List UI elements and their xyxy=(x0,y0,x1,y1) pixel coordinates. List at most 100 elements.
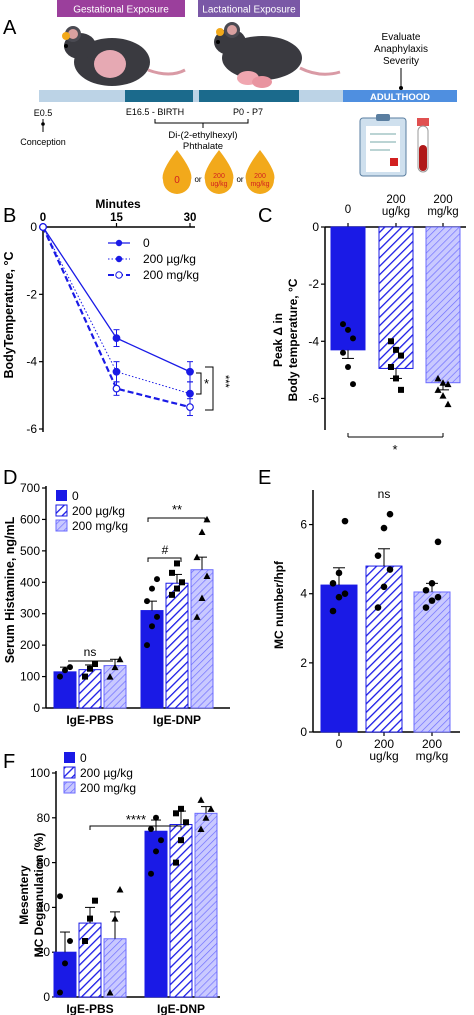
panel-e-point-1-3 xyxy=(374,552,382,559)
panel-e-point-1-1 xyxy=(380,583,388,591)
panel-e-point-0-2 xyxy=(341,590,349,598)
panel-d-point-1-1-2 xyxy=(179,579,185,586)
panel-e-point-0-4 xyxy=(335,569,343,577)
e165-label: E16.5 - BIRTH xyxy=(126,107,184,117)
p0p7-label: P0 - P7 xyxy=(233,107,263,117)
panel-f-y-tick-label-5: 100 xyxy=(30,766,50,780)
panel-d-point-1-1-1 xyxy=(174,585,180,592)
panel-f-bar-1-0 xyxy=(78,922,102,998)
panel-f-point-1-1-0 xyxy=(173,859,179,866)
panel-f-letter: F xyxy=(3,751,15,773)
panel-f-point-2-1-2 xyxy=(207,805,215,812)
panel-d-point-2-0-2 xyxy=(116,655,124,663)
panel-e-point-1-2 xyxy=(386,566,394,573)
panel-d-y-tick-label-2: 200 xyxy=(20,638,40,652)
panel-b-letter: B xyxy=(3,205,16,227)
panel-d-point-0-0-2 xyxy=(67,664,73,671)
phthalate-line-1: Di-(2-ethylhexyl) xyxy=(168,130,237,141)
panel-b-sig-2: *** xyxy=(219,375,231,389)
panel-c-sig: * xyxy=(392,442,397,457)
panel-e-point-2-2 xyxy=(434,593,442,601)
panel-d-y-tick-label-7: 700 xyxy=(20,481,40,495)
panel-f-point-1-1-3 xyxy=(173,810,179,817)
panel-f-sig: **** xyxy=(126,812,146,827)
panel-d-point-2-0-0 xyxy=(106,673,114,680)
e05-label: E0.5 xyxy=(34,108,53,118)
panel-e-x-tick-label-1-1: ug/kg xyxy=(369,749,398,763)
panel-b-y-tick-label-2: -4 xyxy=(26,355,37,369)
panel-f-bar-0-1 xyxy=(144,830,168,998)
panel-f-point-1-0-0 xyxy=(82,938,88,944)
panel-f-y-tick-label-3: 60 xyxy=(37,856,51,870)
svg-text:200: 200 xyxy=(213,173,225,180)
panel-e-point-0-1 xyxy=(335,593,343,601)
panel-b-series-0 xyxy=(42,226,191,373)
panel-c-ylabel-1: Peak Δ in xyxy=(271,313,285,367)
panel-b-point-2-1 xyxy=(112,384,121,393)
panel-f-y-tick-label-4: 80 xyxy=(37,811,51,825)
panel-c-point-0-4 xyxy=(345,364,351,370)
panel-d-y-tick-label-1: 100 xyxy=(20,670,40,684)
nursing-mouse-icon xyxy=(214,22,341,88)
panel-b-x-tick-label-1: 15 xyxy=(110,212,123,224)
svg-text:0: 0 xyxy=(174,175,180,186)
svg-text:mg/kg: mg/kg xyxy=(250,181,269,188)
panel-b-xlabel: Minutes xyxy=(95,197,141,211)
panel-e-bar-0 xyxy=(320,584,358,733)
panel-b-sig-1: * xyxy=(204,376,209,391)
panel-b-ylabel: BodyTemperature, °C xyxy=(2,251,16,378)
panel-d-point-2-1-2 xyxy=(203,572,211,579)
panel-f-y-tick-label-0: 0 xyxy=(43,990,50,1004)
panel-f-point-2-0-0 xyxy=(106,989,114,996)
panel-d-point-1-0-1 xyxy=(87,665,93,672)
panel-e-point-0-3 xyxy=(329,580,337,587)
panel-d-y-tick-label-4: 400 xyxy=(20,575,40,589)
panel-d-y-tick-label-6: 600 xyxy=(20,512,40,526)
panel-c-point-2-2 xyxy=(444,380,452,388)
panel-d-point-2-1-0 xyxy=(193,613,201,620)
panel-d-point-2-1-1 xyxy=(198,594,206,601)
panel-e-bar-1 xyxy=(365,565,403,733)
panel-e-x-tick-label-2-0: 200 xyxy=(422,737,442,751)
panel-f-point-0-1-0 xyxy=(148,870,154,877)
svg-text:0: 0 xyxy=(72,489,79,503)
panel-e-bar-2 xyxy=(413,591,451,733)
panel-c-y-tick-label-3: -6 xyxy=(308,391,319,405)
svg-text:200 mg/kg: 200 mg/kg xyxy=(72,519,128,533)
panel-c-point-0-5 xyxy=(350,381,356,388)
svg-text:200 mg/kg: 200 mg/kg xyxy=(80,781,136,795)
panel-e-x-tick-label-0-0: 0 xyxy=(336,737,343,751)
panel-f-group-label-1: IgE-DNP xyxy=(157,1002,205,1015)
panel-c-x-tick-label-1-0: 200 xyxy=(386,194,405,206)
panel-f-ylabel-2: MC Degranulation (%) xyxy=(32,833,46,958)
panel-d-point-1-1-4 xyxy=(174,560,180,567)
svg-text:or: or xyxy=(236,175,243,184)
panel-e-point-2-5 xyxy=(434,538,442,546)
panel-b-legend-2: 200 mg/kg xyxy=(143,268,199,282)
panel-c-x-tick-label-2-0: 200 xyxy=(433,194,452,206)
evaluate-line-1: Evaluate xyxy=(382,32,421,43)
panel-c-x-tick-label-1-1: ug/kg xyxy=(382,206,410,218)
panel-e-point-0-0 xyxy=(329,607,337,615)
panel-d-bar-2-1 xyxy=(190,569,214,709)
panel-d-y-tick-label-5: 500 xyxy=(20,544,40,558)
panel-f: F Mesentery MC Degranulation (%) 0 20 40 60… xyxy=(3,751,220,1015)
panel-f-bar-1-1 xyxy=(169,824,193,998)
drop-0: 0 xyxy=(162,150,192,194)
panel-f-point-0-1-2 xyxy=(158,837,164,844)
panel-c-point-1-0 xyxy=(388,338,394,345)
panel-d-bar-2-0 xyxy=(103,665,127,709)
panel-e-ylabel: MC number/hpf xyxy=(272,560,286,649)
panel-f-point-0-0-2 xyxy=(67,938,73,944)
panel-f-group-label-0: IgE-PBS xyxy=(66,1002,113,1015)
panel-f-point-1-1-4 xyxy=(178,805,184,812)
panel-d-point-0-1-0 xyxy=(144,642,150,649)
panel-e-y-tick-label-1: 2 xyxy=(300,656,307,670)
panel-b-x-tick-label-0: 0 xyxy=(40,212,46,224)
panel-d-point-2-0-1 xyxy=(111,663,119,671)
panel-e-point-2-4 xyxy=(428,580,436,587)
panel-e-y-tick-label-3: 6 xyxy=(300,518,307,532)
panel-c-point-2-1 xyxy=(439,379,447,386)
panel-c: C Peak Δ in Body temperature, °C 0 -2 -4 -6… xyxy=(258,194,466,457)
